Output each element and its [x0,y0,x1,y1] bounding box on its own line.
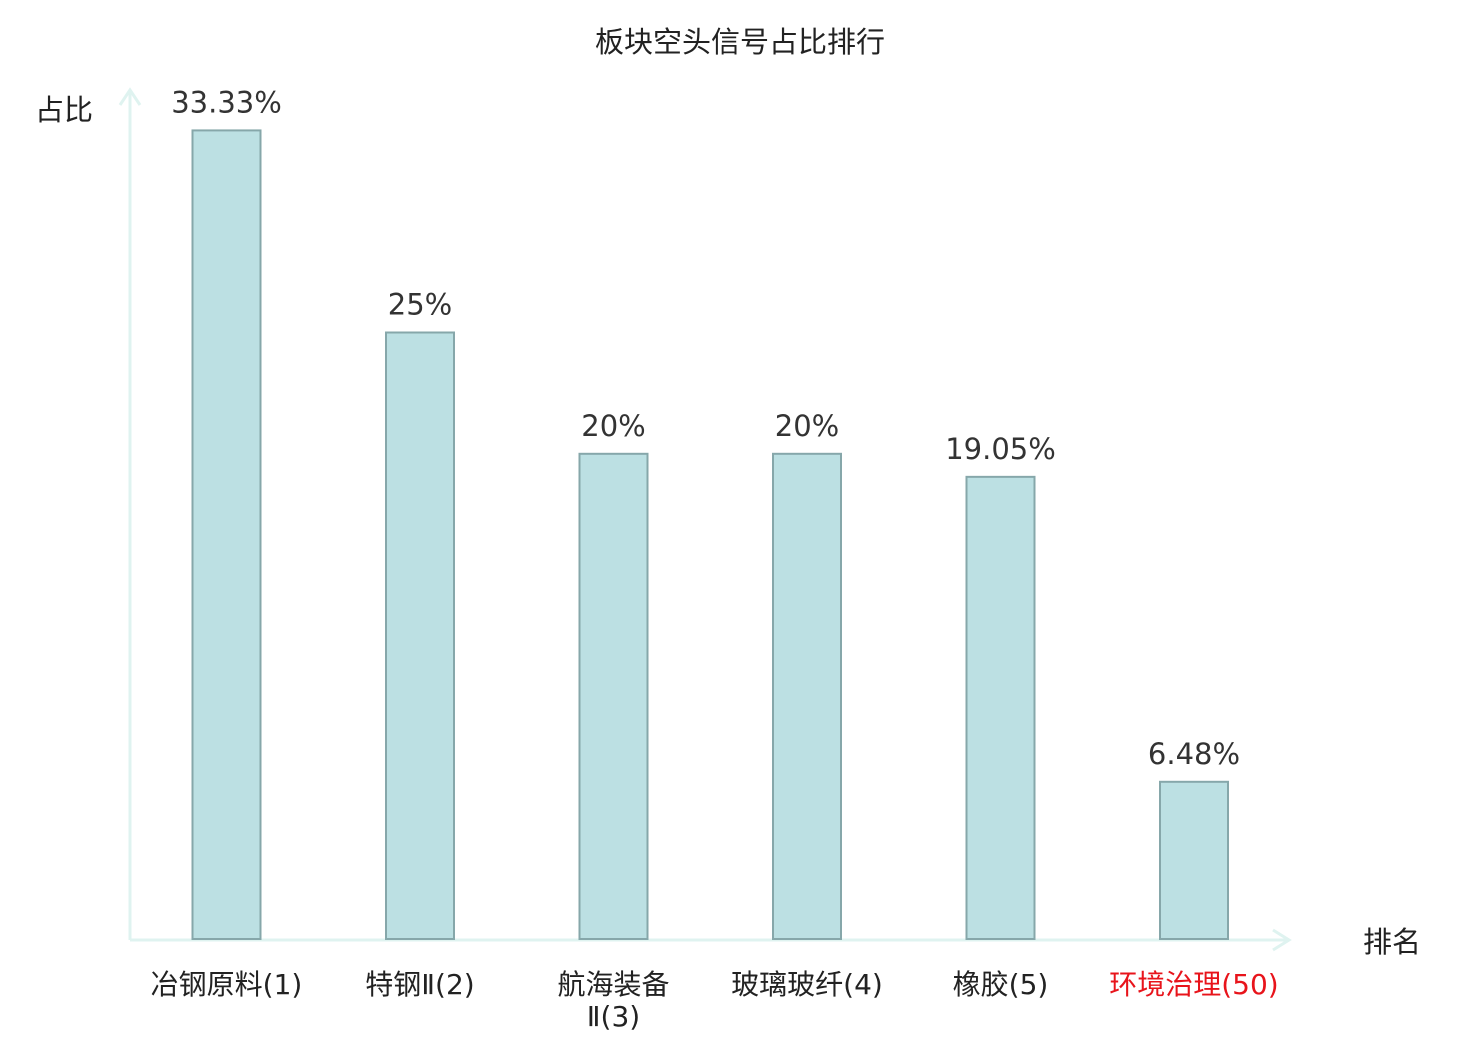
category-label-2: 特钢Ⅱ(2) [365,968,474,1001]
bar-value-label-4: 20% [775,409,839,443]
category-label-5: 橡胶(5) [953,968,1049,1001]
category-label-3-line-1: 航海装备 [557,968,669,1001]
bar-1 [191,129,262,941]
bar-2 [385,331,455,940]
x-axis-label: 排名 [1363,925,1421,959]
category-label-4: 玻璃玻纤(4) [731,968,883,1001]
y-axis: 占比 [35,87,142,940]
bar-6 [1159,780,1229,941]
value-labels-layer: 33.33% 25% 20% 20% 19.05% 6.48% [171,85,1240,770]
category-label-1: 冶钢原料(1) [151,968,303,1001]
x-axis: 排名 [130,925,1421,959]
bar-value-label-5: 19.05% [945,432,1056,466]
bar-value-label-2: 25% [388,288,452,322]
y-axis-label: 占比 [35,93,93,127]
bar-4 [772,452,842,940]
bar-3 [578,452,649,940]
bar-5 [965,475,1036,940]
category-label-6: 环境治理(50) [1109,968,1278,1001]
chart-title: 板块空头信号占比排行 [595,25,885,59]
y-axis-arrow [118,87,142,106]
bars-layer [191,129,1229,941]
bar-value-label-3: 20% [581,409,645,443]
bar-value-label-6: 6.48% [1148,737,1240,771]
bar-value-label-1: 33.33% [171,85,282,119]
x-axis-arrow [1272,928,1292,952]
category-label-3-line-2: Ⅱ(3) [587,1000,640,1033]
